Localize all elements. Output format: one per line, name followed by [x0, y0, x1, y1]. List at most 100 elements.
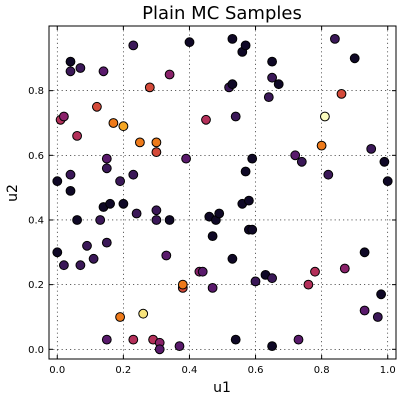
data-point — [92, 101, 102, 112]
x-tick-label: 0.8 — [314, 365, 330, 376]
data-point — [128, 40, 139, 51]
data-point — [101, 153, 112, 164]
y-tick-label: 0.4 — [28, 215, 44, 226]
y-tick-label: 0.2 — [28, 280, 44, 291]
data-point — [290, 150, 301, 161]
data-point — [267, 273, 278, 284]
data-point — [164, 215, 175, 225]
data-point — [379, 156, 390, 167]
data-point — [95, 215, 106, 225]
y-tick-label: 0.6 — [28, 151, 44, 162]
data-point — [65, 66, 76, 77]
data-point — [330, 34, 340, 44]
data-point — [101, 237, 112, 248]
data-point — [267, 72, 278, 83]
data-point — [98, 66, 109, 77]
data-point — [376, 289, 387, 300]
data-point — [115, 176, 125, 187]
x-axis-label: u1 — [213, 380, 231, 396]
y-tick-label: 0.8 — [28, 86, 44, 97]
data-point — [382, 176, 393, 187]
data-point — [207, 231, 218, 242]
chart-title: Plain MC Samples — [142, 3, 302, 24]
data-point — [273, 79, 284, 90]
x-tick-label: 0.4 — [181, 365, 197, 376]
data-point — [72, 131, 82, 141]
data-point — [240, 40, 251, 51]
data-point — [230, 334, 241, 345]
data-point — [247, 153, 258, 164]
axis-ticks: 0.0 0.2 0.4 0.6 0.8 1.0 0.0 0.2 0.4 0.6 0.8 — [28, 26, 396, 376]
data-point — [151, 137, 162, 148]
data-point — [128, 169, 139, 180]
data-point — [118, 198, 129, 209]
data-point — [336, 89, 347, 99]
data-point — [154, 344, 165, 355]
data-point — [151, 215, 162, 225]
data-point — [151, 147, 162, 158]
data-point — [310, 266, 320, 277]
data-point — [88, 253, 99, 264]
data-point — [184, 37, 195, 48]
data-point — [138, 308, 149, 319]
data-point — [75, 63, 86, 73]
data-point — [151, 205, 162, 216]
data-point — [320, 111, 330, 122]
x-tick-label: 0.0 — [49, 365, 65, 376]
data-point — [105, 198, 115, 209]
data-point — [359, 247, 370, 258]
x-tick-label: 0.6 — [248, 365, 264, 376]
data-point — [161, 250, 172, 261]
data-point — [267, 56, 278, 67]
data-point — [59, 111, 69, 122]
data-point — [267, 341, 278, 352]
data-point — [144, 82, 155, 93]
data-point — [59, 260, 69, 271]
x-tick-label: 0.2 — [115, 365, 131, 376]
data-point — [263, 92, 274, 102]
data-point — [247, 224, 258, 235]
data-point — [135, 137, 145, 148]
data-point — [128, 334, 139, 345]
data-point — [118, 121, 129, 132]
y-axis-label: u2 — [5, 184, 21, 202]
data-point — [303, 279, 314, 290]
data-point — [227, 34, 238, 44]
data-point — [75, 260, 86, 271]
data-point — [316, 140, 327, 151]
plot-frame — [48, 25, 397, 360]
x-tick-label: 1.0 — [380, 365, 396, 376]
data-point — [339, 263, 350, 274]
y-tick-label: 0.0 — [28, 345, 44, 356]
data-point — [250, 276, 261, 287]
data-point — [101, 334, 112, 345]
data-point — [359, 305, 370, 316]
data-point — [174, 341, 185, 352]
data-points — [52, 34, 393, 355]
data-point — [164, 69, 175, 80]
data-point — [65, 169, 76, 180]
data-point — [177, 279, 188, 290]
data-point — [52, 247, 63, 258]
data-point — [227, 79, 238, 90]
data-point — [197, 266, 208, 277]
data-point — [230, 111, 241, 122]
data-point — [181, 153, 192, 164]
data-point — [323, 169, 334, 180]
data-point — [65, 56, 76, 67]
data-point — [293, 334, 304, 345]
data-point — [366, 144, 377, 154]
data-point — [214, 208, 225, 219]
data-point — [101, 163, 112, 174]
data-point — [131, 208, 142, 219]
data-point — [108, 118, 119, 128]
data-point — [244, 195, 254, 206]
data-point — [240, 166, 251, 177]
data-point — [296, 156, 307, 167]
data-point — [207, 283, 218, 293]
data-point — [65, 186, 76, 196]
data-point — [52, 176, 63, 187]
data-point — [372, 312, 383, 322]
data-point — [72, 215, 82, 225]
